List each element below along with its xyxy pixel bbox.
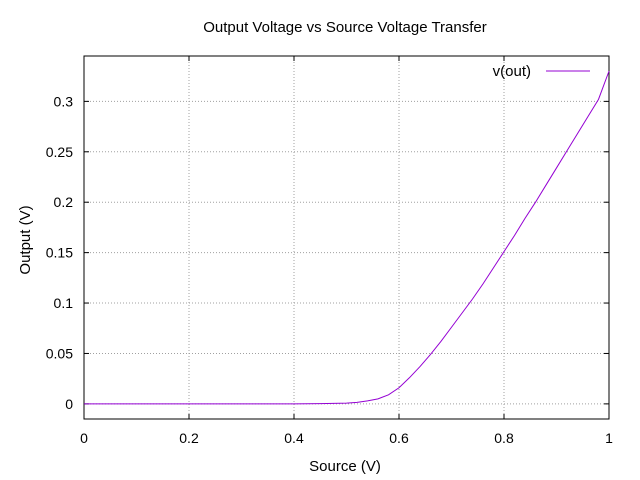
y-tick-label: 0.1 — [54, 295, 74, 311]
y-tick-label: 0.15 — [46, 245, 73, 261]
x-tick-label: 0.6 — [389, 430, 409, 446]
x-tick-label: 1 — [605, 430, 613, 446]
chart-title: Output Voltage vs Source Voltage Transfe… — [203, 19, 487, 36]
axes: 0 0.2 0.4 0.6 0.8 1 0 0.05 0.1 0.15 0.2 0.25 0.3 — [46, 55, 613, 446]
plot-border — [83, 55, 610, 420]
grid — [84, 56, 609, 419]
y-tick-label: 0.05 — [46, 345, 73, 361]
x-tick-label: 0.8 — [494, 430, 514, 446]
x-tick-label: 0 — [80, 430, 88, 446]
series-layer — [84, 70, 610, 405]
y-axis-label: Output (V) — [17, 205, 34, 274]
x-axis-label: Source (V) — [309, 458, 381, 475]
legend-label: v(out) — [493, 63, 531, 80]
legend: v(out) — [493, 63, 590, 80]
y-tick-label: 0 — [65, 396, 73, 412]
x-tick-label: 0.2 — [179, 430, 199, 446]
series-line-vout — [84, 70, 610, 405]
y-tick-label: 0.3 — [54, 93, 74, 109]
y-tick-label: 0.2 — [54, 194, 74, 210]
y-tick-label: 0.25 — [46, 144, 73, 160]
x-tick-label: 0.4 — [284, 430, 304, 446]
